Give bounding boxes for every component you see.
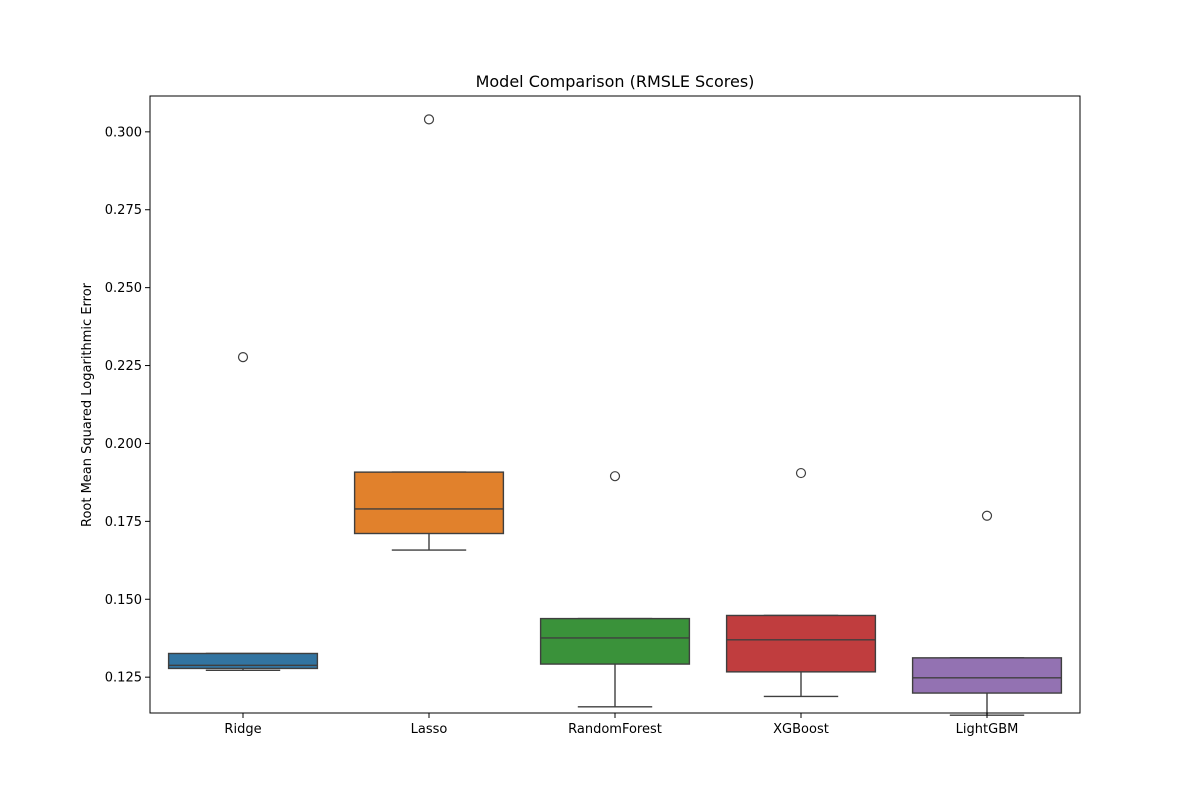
x-tick-label: RandomForest (568, 722, 662, 737)
y-tick-label: 0.200 (105, 437, 142, 452)
axes-frame (149, 95, 1081, 714)
outlier-point (423, 114, 435, 125)
y-axis-label: Root Mean Squared Logarithmic Error (80, 282, 95, 527)
y-tick-label: 0.225 (105, 359, 142, 374)
outlier-point (609, 471, 621, 482)
y-tick-label: 0.175 (105, 515, 142, 530)
iqr-box (539, 617, 691, 665)
y-tick-label: 0.150 (105, 593, 142, 608)
y-tick-label: 0.250 (105, 281, 142, 296)
x-axis: Ridge Lasso RandomForest XGBoost LightGBM (224, 713, 1018, 737)
outlier-point (795, 467, 807, 479)
box-group-lightgbm (911, 510, 1063, 716)
outlier-point (981, 510, 993, 521)
iqr-box (911, 657, 1063, 694)
x-tick-label: LightGBM (956, 722, 1019, 737)
box-group-randomforest (539, 471, 691, 708)
outlier-point (237, 352, 249, 363)
x-tick-label: Lasso (411, 722, 448, 737)
box-group-lasso (353, 114, 505, 551)
iqr-box (353, 471, 505, 535)
y-tick-label: 0.275 (105, 203, 142, 218)
box-group-xgboost (725, 467, 877, 698)
x-tick-label: Ridge (224, 722, 261, 737)
chart-title: Model Comparison (RMSLE Scores) (476, 72, 755, 91)
y-tick-label: 0.125 (105, 671, 142, 686)
plot-area (167, 114, 1063, 716)
y-tick-label: 0.300 (105, 125, 142, 140)
box-group-ridge (167, 352, 319, 672)
x-tick-label: XGBoost (773, 722, 829, 737)
iqr-box (167, 652, 319, 670)
iqr-box (725, 614, 877, 673)
y-axis: 0.125 0.150 0.175 0.200 0.225 0.250 0.275 0.300 (105, 125, 150, 686)
